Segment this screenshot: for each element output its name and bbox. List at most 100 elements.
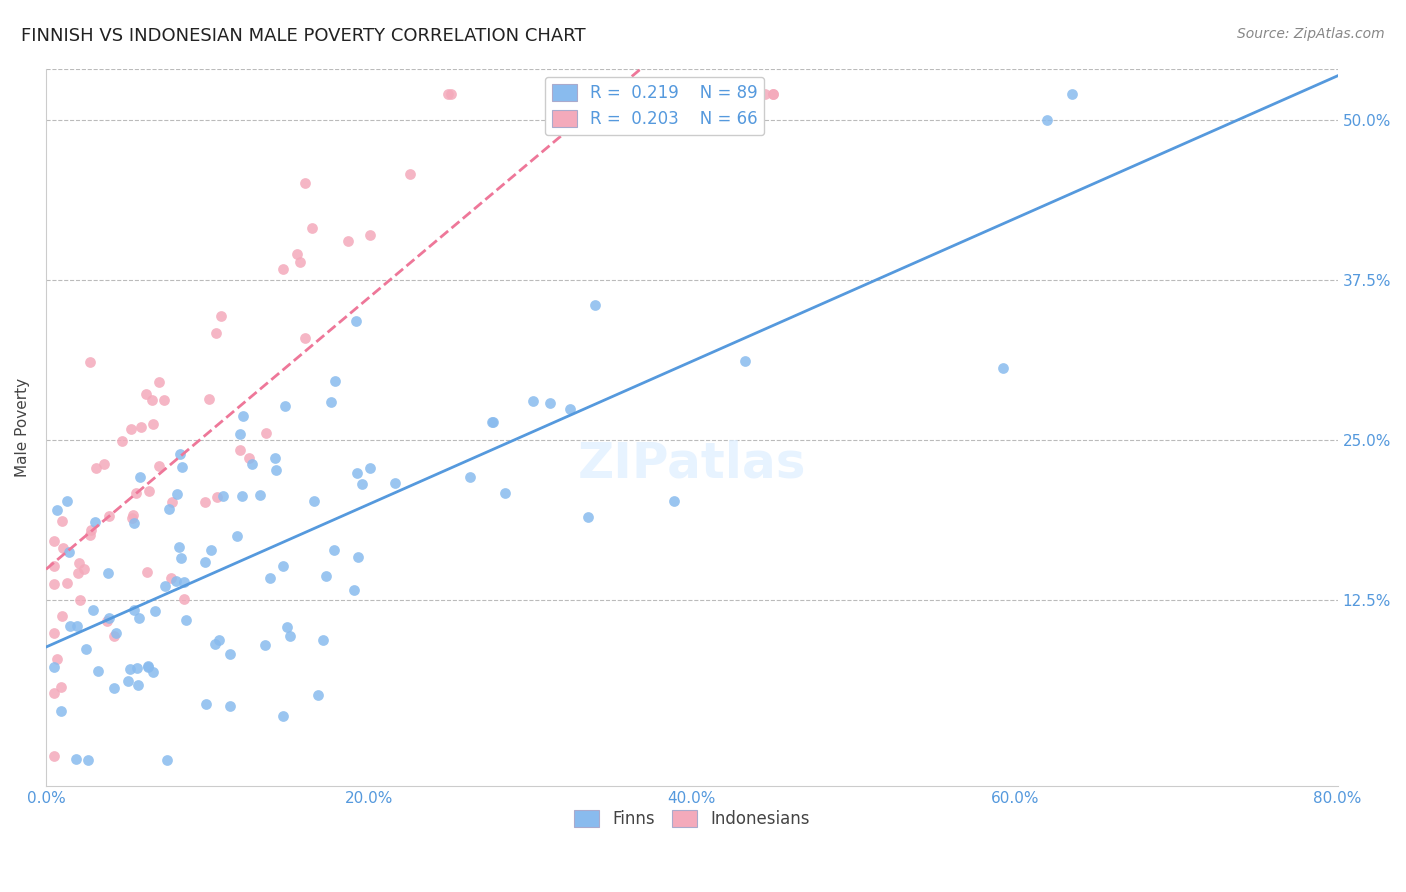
Point bbox=[229, 443, 252, 458]
Point bbox=[120, 662, 142, 676]
Point bbox=[141, 392, 163, 407]
Point bbox=[588, 87, 610, 102]
Point bbox=[155, 753, 177, 767]
Point bbox=[315, 569, 337, 583]
Point bbox=[259, 571, 281, 585]
Y-axis label: Male Poverty: Male Poverty bbox=[15, 377, 30, 476]
Point bbox=[307, 688, 329, 702]
Point bbox=[761, 87, 783, 102]
Point bbox=[136, 659, 159, 673]
Point bbox=[225, 529, 247, 543]
Point bbox=[344, 314, 367, 328]
Point bbox=[436, 87, 458, 102]
Point bbox=[122, 516, 145, 531]
Point bbox=[52, 541, 75, 555]
Point bbox=[540, 395, 562, 409]
Point bbox=[129, 469, 152, 483]
Point bbox=[173, 591, 195, 606]
Point bbox=[240, 458, 263, 472]
Point bbox=[218, 699, 240, 714]
Point bbox=[97, 566, 120, 580]
Point bbox=[59, 619, 82, 633]
Point bbox=[274, 399, 297, 413]
Point bbox=[352, 476, 374, 491]
Point bbox=[153, 392, 176, 407]
Point bbox=[67, 566, 90, 580]
Point bbox=[135, 565, 157, 579]
Point bbox=[142, 417, 165, 431]
Point bbox=[75, 642, 97, 657]
Point bbox=[46, 652, 69, 666]
Point bbox=[128, 611, 150, 625]
Point bbox=[87, 664, 110, 678]
Point bbox=[97, 508, 120, 523]
Point bbox=[42, 558, 65, 573]
Point bbox=[323, 543, 346, 558]
Point bbox=[84, 461, 107, 475]
Point bbox=[398, 167, 420, 181]
Point bbox=[522, 393, 544, 408]
Point bbox=[69, 593, 91, 607]
Point bbox=[42, 534, 65, 549]
Point bbox=[104, 626, 127, 640]
Point bbox=[122, 508, 145, 522]
Point bbox=[481, 415, 503, 429]
Point bbox=[127, 678, 149, 692]
Point bbox=[312, 632, 335, 647]
Point bbox=[288, 254, 311, 268]
Point bbox=[172, 460, 194, 475]
Point bbox=[77, 753, 100, 767]
Point bbox=[734, 354, 756, 368]
Point bbox=[276, 620, 298, 634]
Point bbox=[754, 87, 776, 102]
Point bbox=[79, 528, 101, 542]
Point bbox=[253, 638, 276, 652]
Point bbox=[79, 354, 101, 368]
Point bbox=[42, 577, 65, 591]
Point bbox=[138, 483, 160, 498]
Point bbox=[560, 401, 582, 416]
Point bbox=[124, 486, 146, 500]
Point bbox=[194, 555, 217, 569]
Point bbox=[662, 493, 685, 508]
Point bbox=[96, 614, 118, 628]
Point bbox=[111, 434, 134, 448]
Point bbox=[42, 625, 65, 640]
Point bbox=[148, 459, 170, 474]
Point bbox=[1062, 87, 1084, 102]
Point bbox=[194, 495, 217, 509]
Point bbox=[160, 571, 183, 585]
Point bbox=[231, 489, 253, 503]
Text: ZIPatlas: ZIPatlas bbox=[578, 439, 806, 487]
Point bbox=[229, 426, 252, 441]
Point bbox=[238, 450, 260, 465]
Point bbox=[51, 514, 73, 528]
Point bbox=[384, 475, 406, 490]
Point bbox=[1036, 112, 1059, 127]
Point bbox=[58, 544, 80, 558]
Point bbox=[616, 87, 638, 102]
Point bbox=[79, 523, 101, 537]
Point bbox=[121, 511, 143, 525]
Point bbox=[271, 262, 294, 277]
Point bbox=[56, 493, 79, 508]
Point bbox=[157, 501, 180, 516]
Point bbox=[285, 247, 308, 261]
Point bbox=[42, 686, 65, 700]
Point bbox=[135, 387, 157, 401]
Point bbox=[336, 234, 359, 248]
Point bbox=[174, 614, 197, 628]
Point bbox=[494, 485, 516, 500]
Point bbox=[155, 579, 177, 593]
Point bbox=[51, 609, 73, 624]
Point bbox=[173, 575, 195, 590]
Point bbox=[166, 487, 188, 501]
Point bbox=[49, 704, 72, 718]
Point bbox=[136, 660, 159, 674]
Point bbox=[205, 326, 228, 340]
Point bbox=[167, 541, 190, 555]
Point bbox=[321, 395, 343, 409]
Point bbox=[583, 298, 606, 312]
Point bbox=[93, 457, 115, 471]
Point bbox=[194, 698, 217, 712]
